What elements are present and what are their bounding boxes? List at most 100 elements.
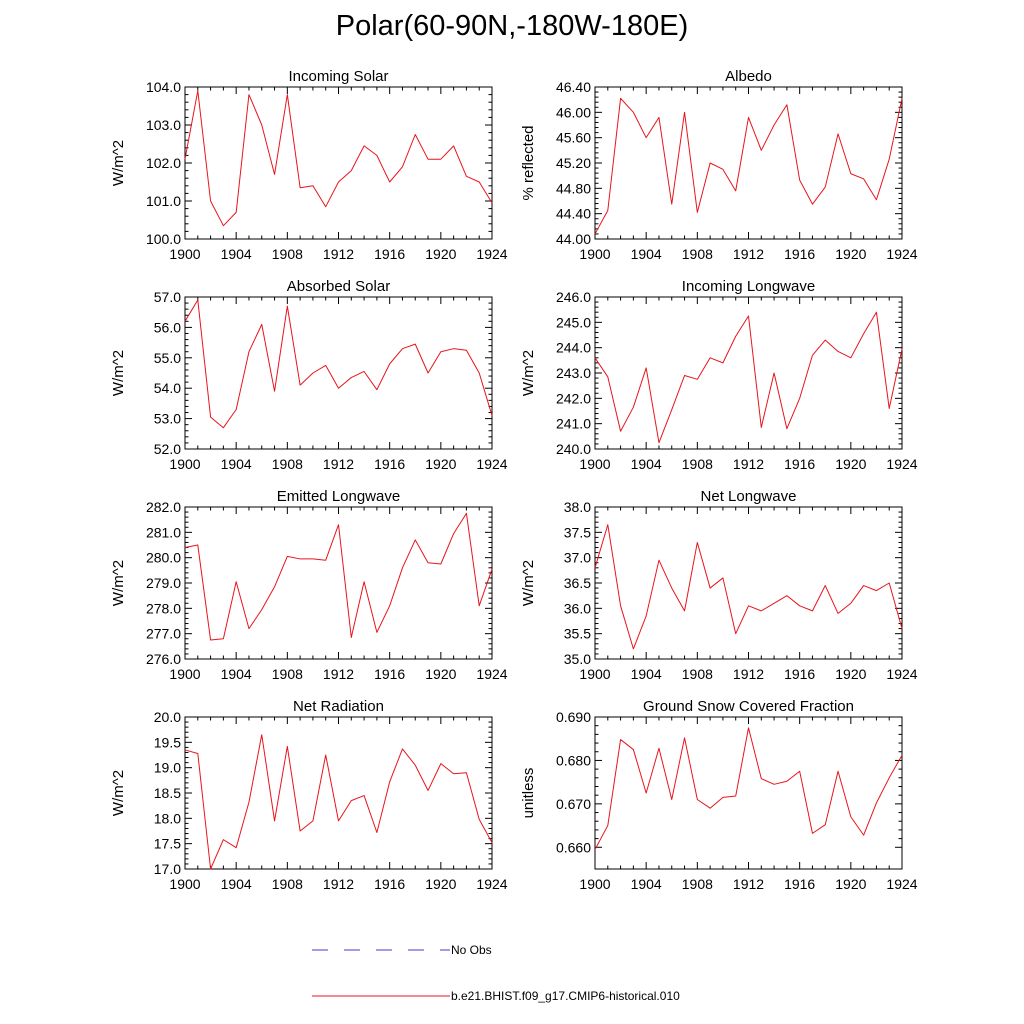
x-tick-label: 1912 (323, 456, 354, 472)
y-tick-label: 19.5 (154, 734, 181, 750)
panel-title: Albedo (725, 68, 772, 85)
legend-obs-label: No Obs (451, 943, 492, 957)
plot-frame (594, 716, 903, 870)
x-tick-label: 1904 (221, 456, 252, 472)
x-tick-label: 1920 (425, 666, 456, 682)
x-tick-label: 1916 (784, 456, 815, 472)
y-tick-label: 53.0 (154, 411, 181, 427)
panel-title: Incoming Longwave (682, 278, 815, 295)
x-tick-label: 1916 (784, 666, 815, 682)
chart-panel: Emitted Longwave W/m^2 1900 1904 1908 1912 191… (110, 488, 508, 682)
y-tick-label: 246.0 (556, 289, 591, 305)
x-tick-label: 1912 (733, 246, 764, 262)
x-tick-label: 1900 (579, 666, 610, 682)
panel-title: Absorbed Solar (287, 278, 390, 295)
y-tick-label: 104.0 (146, 79, 181, 95)
x-tick-label: 1920 (835, 666, 866, 682)
y-tick-label: 35.0 (564, 651, 591, 667)
x-tick-label: 1912 (733, 456, 764, 472)
x-tick-label: 1908 (272, 666, 303, 682)
data-series-line (184, 299, 493, 429)
y-tick-label: 0.660 (556, 839, 591, 855)
x-tick-label: 1920 (835, 456, 866, 472)
y-tick-label: 54.0 (154, 380, 181, 396)
y-tick-label: 279.0 (146, 575, 181, 591)
x-tick-label: 1924 (476, 666, 507, 682)
chart-panel: Net Radiation W/m^2 1900 1904 1908 1912 1916 19… (110, 698, 508, 892)
data-series-line (594, 727, 903, 850)
y-tick-label: 103.0 (146, 117, 181, 133)
x-tick-label: 1900 (169, 456, 200, 472)
x-tick-label: 1920 (425, 876, 456, 892)
data-series-line (184, 734, 493, 870)
chart-panel: Incoming Longwave W/m^2 1900 1904 1908 1912 19… (520, 278, 918, 472)
y-tick-label: 37.0 (564, 550, 591, 566)
x-tick-label: 1900 (169, 666, 200, 682)
plot-frame (184, 506, 493, 660)
y-axis-label: W/m^2 (520, 350, 537, 396)
y-axis-label: W/m^2 (520, 560, 537, 606)
y-axis-label: W/m^2 (110, 140, 127, 186)
x-tick-label: 1912 (733, 876, 764, 892)
y-tick-label: 281.0 (146, 524, 181, 540)
x-tick-label: 1912 (323, 666, 354, 682)
x-tick-label: 1912 (733, 666, 764, 682)
y-tick-label: 282.0 (146, 499, 181, 515)
data-series-line (594, 311, 903, 444)
x-tick-label: 1904 (631, 666, 662, 682)
x-tick-label: 1924 (476, 246, 507, 262)
x-tick-label: 1900 (579, 876, 610, 892)
y-tick-label: 57.0 (154, 289, 181, 305)
chart-panel: Net Longwave W/m^2 1900 1904 1908 1912 1916 192… (520, 488, 918, 682)
x-tick-label: 1900 (579, 246, 610, 262)
y-tick-label: 45.60 (556, 130, 591, 146)
panel-title: Net Radiation (293, 698, 384, 715)
legend-model-label: b.e21.BHIST.f09_g17.CMIP6-historical.010 (451, 989, 680, 1003)
x-tick-label: 1920 (425, 456, 456, 472)
x-tick-label: 1904 (631, 876, 662, 892)
x-tick-label: 1908 (682, 876, 713, 892)
y-tick-label: 36.5 (564, 575, 591, 591)
x-tick-label: 1924 (886, 246, 917, 262)
y-tick-label: 37.5 (564, 524, 591, 540)
figure-title: Polar(60-90N,-180W-180E) (335, 10, 689, 42)
y-tick-label: 36.0 (564, 600, 591, 616)
y-tick-label: 0.680 (556, 752, 591, 768)
plot-frame (184, 296, 493, 450)
y-tick-label: 17.5 (154, 836, 181, 852)
y-tick-label: 278.0 (146, 600, 181, 616)
panels-group: Incoming Solar W/m^2 1900 1904 1908 1912 1916 1… (110, 68, 918, 892)
x-tick-label: 1908 (272, 456, 303, 472)
x-tick-label: 1924 (476, 456, 507, 472)
y-tick-label: 243.0 (556, 365, 591, 381)
y-tick-label: 52.0 (154, 441, 181, 457)
y-tick-label: 38.0 (564, 499, 591, 515)
panel-title: Incoming Solar (288, 68, 388, 85)
y-tick-label: 20.0 (154, 709, 181, 725)
y-tick-label: 46.00 (556, 104, 591, 120)
y-tick-label: 276.0 (146, 651, 181, 667)
x-tick-label: 1904 (221, 246, 252, 262)
y-tick-label: 44.00 (556, 231, 591, 247)
data-series-line (594, 524, 903, 650)
x-tick-label: 1924 (886, 666, 917, 682)
y-tick-label: 45.20 (556, 155, 591, 171)
chart-panel: Incoming Solar W/m^2 1900 1904 1908 1912 1916 1… (110, 68, 508, 262)
x-tick-label: 1916 (374, 666, 405, 682)
x-tick-label: 1904 (221, 876, 252, 892)
x-tick-label: 1924 (886, 876, 917, 892)
data-series-line (594, 97, 903, 235)
y-tick-label: 0.690 (556, 709, 591, 725)
x-tick-label: 1908 (272, 876, 303, 892)
x-tick-label: 1900 (169, 246, 200, 262)
x-tick-label: 1908 (682, 246, 713, 262)
x-tick-label: 1920 (835, 876, 866, 892)
panel-title: Net Longwave (701, 488, 797, 505)
y-tick-label: 56.0 (154, 319, 181, 335)
plot-frame (594, 506, 903, 660)
x-tick-label: 1900 (169, 876, 200, 892)
y-axis-label: unitless (520, 768, 537, 819)
panel-title: Ground Snow Covered Fraction (643, 698, 854, 715)
y-tick-label: 18.0 (154, 810, 181, 826)
x-tick-label: 1912 (323, 876, 354, 892)
